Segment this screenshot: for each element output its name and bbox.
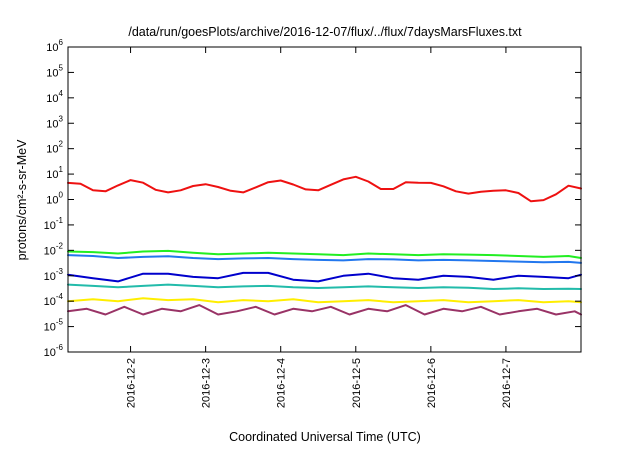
y-tick-exponent: 4: [59, 89, 64, 98]
y-tick-base: 10: [44, 220, 56, 232]
y-tick-exponent: 3: [59, 114, 64, 123]
y-tick-exponent: -6: [56, 343, 64, 352]
y-tick-base: 10: [46, 144, 58, 156]
series-line-5: [67, 283, 582, 290]
y-tick-label: 106: [46, 38, 63, 54]
y-tick-exponent: 2: [59, 140, 64, 149]
plot-frame: [67, 46, 582, 353]
y-tick-base: 10: [46, 169, 58, 181]
y-tick-label: 10-5: [44, 318, 64, 334]
y-tick-base: 10: [44, 245, 56, 257]
x-tick-label: 2016-12-2: [126, 358, 138, 408]
y-tick-label: 105: [46, 63, 63, 79]
y-tick-label: 10-6: [44, 343, 64, 359]
y-tick-exponent: -4: [56, 292, 64, 301]
y-tick-base: 10: [46, 195, 58, 207]
series-line-4: [67, 271, 582, 283]
y-tick-label: 10-2: [44, 241, 64, 257]
y-tick-base: 10: [46, 118, 58, 130]
x-tick-label: 2016-12-4: [276, 358, 288, 408]
series-layer: [67, 175, 582, 316]
y-tick-base: 10: [44, 271, 56, 283]
x-axis-label: Coordinated Universal Time (UTC): [229, 430, 421, 444]
y-tick-exponent: 6: [59, 38, 64, 47]
y-tick-label: 104: [46, 89, 63, 105]
y-axis-label: protons/cm²-s-sr-MeV: [15, 139, 29, 261]
series-line-7: [67, 304, 582, 316]
y-tick-label: 10-3: [44, 267, 64, 283]
x-tick-label: 2016-12-3: [201, 358, 213, 408]
y-tick-exponent: 5: [59, 63, 64, 72]
chart-title: /data/run/goesPlots/archive/2016-12-07/f…: [128, 25, 522, 39]
y-tick-exponent: -1: [56, 216, 64, 225]
x-tick-label: 2016-12-6: [426, 358, 438, 408]
y-tick-label: 10-4: [44, 292, 64, 308]
y-tick-label: 100: [46, 191, 63, 207]
x-tick-label: 2016-12-5: [351, 358, 363, 408]
y-tick-base: 10: [44, 296, 56, 308]
x-tick-label: 2016-12-7: [501, 358, 513, 408]
y-tick-exponent: 1: [59, 165, 64, 174]
tick-layer: 10-610-510-410-310-210-11001011021031041…: [44, 38, 581, 408]
series-line-2: [67, 249, 582, 259]
y-tick-label: 102: [46, 140, 63, 156]
y-tick-label: 101: [46, 165, 63, 181]
series-line-6: [67, 297, 582, 304]
y-tick-exponent: -3: [56, 267, 64, 276]
y-tick-label: 10-1: [44, 216, 64, 232]
y-tick-exponent: 0: [59, 191, 64, 200]
series-line-3: [67, 254, 582, 264]
y-tick-base: 10: [46, 42, 58, 54]
y-tick-base: 10: [44, 347, 56, 359]
y-tick-exponent: -2: [56, 241, 64, 250]
y-tick-exponent: -5: [56, 318, 64, 327]
series-line-1: [67, 175, 582, 203]
y-tick-base: 10: [46, 93, 58, 105]
y-tick-base: 10: [44, 322, 56, 334]
y-tick-label: 103: [46, 114, 63, 130]
y-tick-base: 10: [46, 67, 58, 79]
